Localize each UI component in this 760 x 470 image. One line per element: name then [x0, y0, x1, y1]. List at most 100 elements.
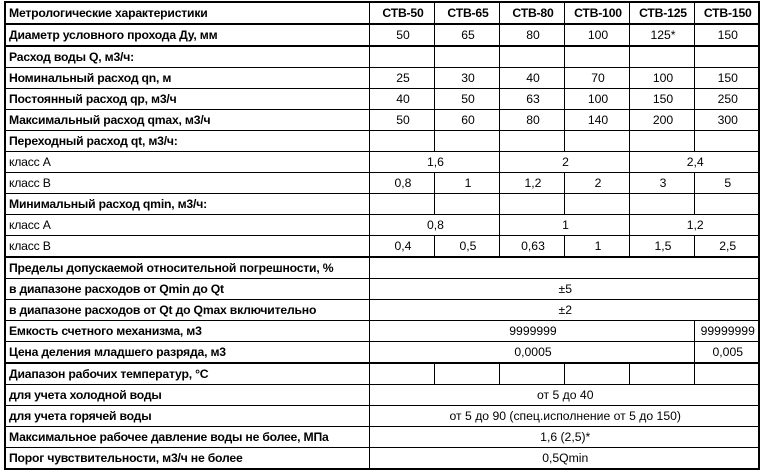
cell-minimum-class-a-2: 1,2	[628, 214, 760, 236]
cell-max-working-pressure-0: 1,6 (2,5)*	[368, 426, 760, 448]
row-label-cold-water: для учета холодной воды	[4, 384, 370, 406]
cell-max-flow-СТВ-50: 50	[368, 109, 435, 131]
row-label-transitional-flow-section: Переходный расход qt, м3/ч:	[4, 130, 370, 152]
table-row: Максимальное рабочее давление воды не бо…	[4, 426, 760, 448]
row-label-counter-capacity: Емкость счетного механизма, м3	[4, 320, 370, 342]
table-row: Порог чувствительности, м3/ч не более 0,5…	[4, 447, 760, 470]
table-row: Пределы допускаемой относительной погреш…	[4, 256, 760, 279]
cell-nominal-diameter-СТВ-150: 150	[693, 23, 760, 47]
row-label-error-qt-qmax: в диапазоне расходов от Qt до Qmax включ…	[4, 299, 370, 321]
cell-nominal-diameter-СТВ-50: 50	[368, 23, 435, 47]
cell-minimum-class-b-СТВ-100: 1	[563, 235, 630, 258]
cell-max-flow-СТВ-150: 300	[693, 109, 760, 131]
cell-transitional-class-b-СТВ-100: 2	[563, 172, 630, 194]
cell-water-flow-section-СТВ-50	[368, 45, 435, 68]
table-row: Минимальный расход qmin, м3/ч:	[4, 193, 760, 215]
cell-transitional-flow-section-СТВ-125	[628, 130, 695, 152]
cell-title-row-СТВ-80: СТВ-80	[498, 1, 565, 25]
cell-title-row-СТВ-100: СТВ-100	[563, 1, 630, 25]
cell-error-qt-qmax-0: ±2	[368, 299, 760, 321]
row-label-transitional-class-b: класс В	[4, 172, 370, 194]
row-label-error-qmin-qt: в диапазоне расходов от Qmin до Qt	[4, 278, 370, 300]
table-row: Диапазон рабочих температур, °С	[4, 362, 760, 385]
cell-transitional-flow-section-СТВ-80	[498, 130, 565, 152]
table-row: для учета холодной воды от 5 до 40	[4, 384, 760, 406]
table-row: класс А 1,6 2 2,4	[4, 151, 760, 173]
cell-minimum-flow-section-СТВ-100	[563, 193, 630, 215]
cell-max-flow-СТВ-80: 80	[498, 109, 565, 131]
cell-temperature-range-section-СТВ-125	[628, 362, 695, 385]
table-row: Переходный расход qt, м3/ч:	[4, 130, 760, 152]
cell-temperature-range-section-СТВ-150	[693, 362, 760, 385]
cell-error-limits-section-0	[368, 256, 760, 279]
row-label-nominal-diameter: Диаметр условного прохода Ду, мм	[4, 23, 370, 47]
cell-nominal-flow-СТВ-80: 40	[498, 67, 565, 89]
cell-nominal-diameter-СТВ-65: 65	[433, 23, 500, 47]
cell-permanent-flow-СТВ-125: 150	[628, 88, 695, 110]
row-label-sensitivity-threshold: Порог чувствительности, м3/ч не более	[4, 447, 370, 470]
table-row: класс В 0,8 1 1,2 2 3 5	[4, 172, 760, 194]
table-body: Метрологические характеристики СТВ-50 СТВ-…	[4, 1, 760, 470]
cell-water-flow-section-СТВ-100	[563, 45, 630, 68]
cell-nominal-flow-СТВ-50: 25	[368, 67, 435, 89]
row-label-least-digit-value: Цена деления младшего разряда, м3	[4, 341, 370, 364]
table-row: Расход воды Q, м3/ч:	[4, 45, 760, 68]
table-row: в диапазоне расходов от Qt до Qmax включ…	[4, 299, 760, 321]
cell-nominal-flow-СТВ-100: 70	[563, 67, 630, 89]
table-row: класс А 0,8 1 1,2	[4, 214, 760, 236]
cell-transitional-class-b-СТВ-80: 1,2	[498, 172, 565, 194]
cell-sensitivity-threshold-0: 0,5Qmin	[368, 447, 760, 470]
cell-nominal-flow-СТВ-65: 30	[433, 67, 500, 89]
cell-minimum-class-a-0: 0,8	[368, 214, 500, 236]
cell-temperature-range-section-СТВ-80	[498, 362, 565, 385]
cell-permanent-flow-СТВ-150: 250	[693, 88, 760, 110]
cell-max-flow-СТВ-100: 140	[563, 109, 630, 131]
cell-minimum-class-a-1: 1	[498, 214, 630, 236]
cell-transitional-class-a-2: 2,4	[628, 151, 760, 173]
table-row: Диаметр условного прохода Ду, мм 50 65 80 10…	[4, 23, 760, 47]
table-row: для учета горячей воды от 5 до 90 (спец.и…	[4, 405, 760, 427]
cell-title-row-СТВ-125: СТВ-125	[628, 1, 695, 25]
cell-transitional-flow-section-СТВ-50	[368, 130, 435, 152]
cell-transitional-flow-section-СТВ-65	[433, 130, 500, 152]
cell-minimum-flow-section-СТВ-150	[693, 193, 760, 215]
cell-max-flow-СТВ-125: 200	[628, 109, 695, 131]
cell-nominal-diameter-СТВ-125: 125*	[628, 23, 695, 47]
cell-title-row-СТВ-150: СТВ-150	[693, 1, 760, 25]
row-label-permanent-flow: Постоянный расход qp, м3/ч	[4, 88, 370, 110]
cell-error-qmin-qt-0: ±5	[368, 278, 760, 300]
cell-counter-capacity-1: 99999999	[693, 320, 760, 342]
cell-minimum-class-b-СТВ-50: 0,4	[368, 235, 435, 258]
cell-transitional-class-a-0: 1,6	[368, 151, 500, 173]
cell-cold-water-0: от 5 до 40	[368, 384, 760, 406]
cell-nominal-diameter-СТВ-80: 80	[498, 23, 565, 47]
cell-transitional-class-b-СТВ-125: 3	[628, 172, 695, 194]
metrological-characteristics-table: Метрологические характеристики СТВ-50 СТВ-…	[4, 1, 760, 470]
cell-water-flow-section-СТВ-125	[628, 45, 695, 68]
cell-temperature-range-section-СТВ-100	[563, 362, 630, 385]
cell-minimum-flow-section-СТВ-65	[433, 193, 500, 215]
cell-permanent-flow-СТВ-100: 100	[563, 88, 630, 110]
cell-transitional-class-b-СТВ-50: 0,8	[368, 172, 435, 194]
cell-transitional-class-b-СТВ-150: 5	[693, 172, 760, 194]
cell-minimum-class-b-СТВ-125: 1,5	[628, 235, 695, 258]
row-label-nominal-flow: Номинальный расход qn, м	[4, 67, 370, 89]
cell-minimum-class-b-СТВ-80: 0,63	[498, 235, 565, 258]
spec-sheet: Метрологические характеристики СТВ-50 СТВ-…	[4, 1, 760, 470]
cell-permanent-flow-СТВ-80: 63	[498, 88, 565, 110]
row-label-error-limits-section: Пределы допускаемой относительной погреш…	[4, 256, 370, 279]
row-label-minimum-class-b: класс В	[4, 235, 370, 258]
table-row: Цена деления младшего разряда, м3 0,0005 0…	[4, 341, 760, 364]
cell-least-digit-value-0: 0,0005	[368, 341, 695, 364]
cell-minimum-flow-section-СТВ-50	[368, 193, 435, 215]
cell-permanent-flow-СТВ-50: 40	[368, 88, 435, 110]
table-row: Постоянный расход qp, м3/ч 40 50 63 100 150 25…	[4, 88, 760, 110]
cell-water-flow-section-СТВ-150	[693, 45, 760, 68]
cell-water-flow-section-СТВ-80	[498, 45, 565, 68]
table-row: Максимальный расход qmax, м3/ч 50 60 80 140 2…	[4, 109, 760, 131]
row-label-max-flow: Максимальный расход qmax, м3/ч	[4, 109, 370, 131]
cell-nominal-flow-СТВ-150: 150	[693, 67, 760, 89]
row-label-minimum-flow-section: Минимальный расход qmin, м3/ч:	[4, 193, 370, 215]
cell-transitional-flow-section-СТВ-100	[563, 130, 630, 152]
cell-permanent-flow-СТВ-65: 50	[433, 88, 500, 110]
